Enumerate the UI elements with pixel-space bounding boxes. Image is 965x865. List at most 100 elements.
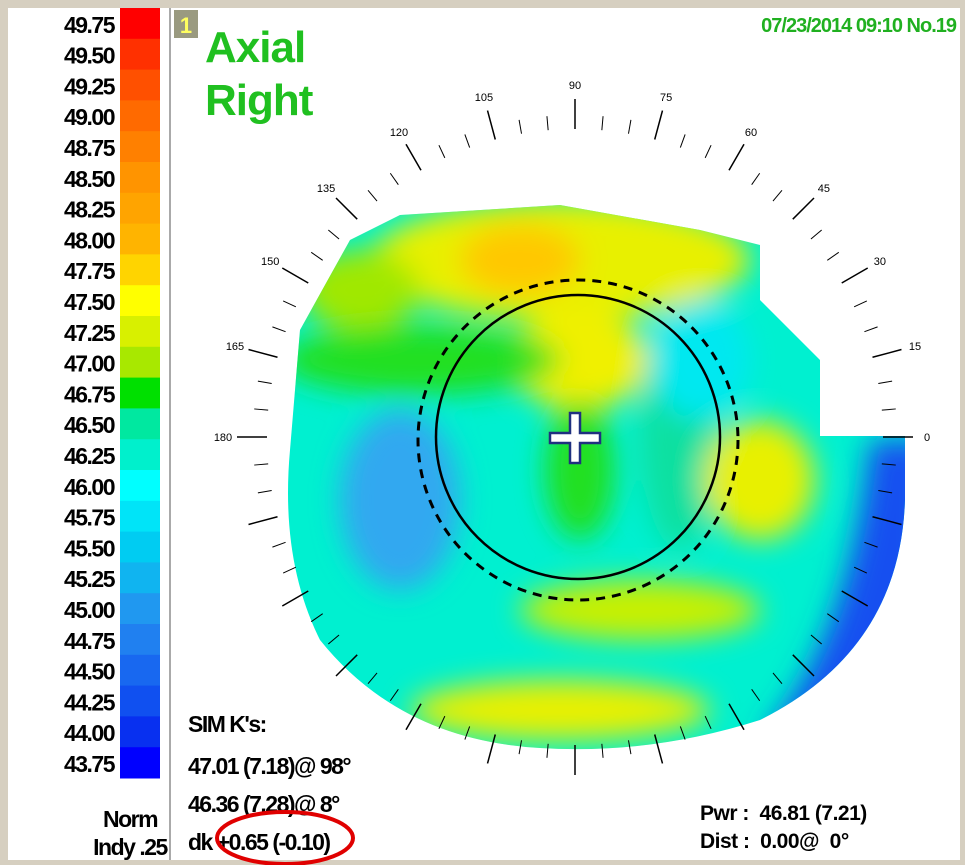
angle-tick — [653, 734, 664, 764]
angle-tick — [864, 326, 878, 333]
angle-tick — [254, 463, 269, 466]
angle-tick — [853, 300, 868, 308]
badge: 1 — [180, 13, 192, 38]
angle-label: 165 — [226, 341, 244, 353]
angle-tick — [772, 190, 783, 202]
scale-label: 44.25 — [64, 689, 116, 715]
scale-label: 46.00 — [64, 474, 115, 500]
scale-swatch — [120, 69, 160, 101]
power-readout: Pwr : 46.81 (7.21) — [700, 802, 867, 825]
scale-footer: Norm — [103, 806, 158, 832]
scale-label: 49.50 — [64, 43, 115, 69]
scale-swatch — [120, 439, 160, 471]
scale-label: 48.75 — [64, 135, 116, 161]
scale-swatch — [120, 654, 160, 687]
angle-tick — [518, 740, 523, 755]
angle-tick — [853, 566, 868, 574]
angle-label: 120 — [390, 127, 408, 139]
scale-label: 48.00 — [64, 227, 115, 253]
scale-label: 47.25 — [64, 320, 116, 346]
angle-tick — [881, 408, 896, 411]
angle-tick — [601, 743, 604, 758]
angle-label: 0 — [924, 432, 930, 444]
angle-tick — [328, 229, 340, 240]
scale-swatch — [120, 285, 160, 317]
angle-tick — [438, 715, 446, 730]
angle-tick — [486, 734, 497, 764]
angle-tick — [464, 726, 471, 740]
scale-label: 45.25 — [64, 566, 116, 592]
angle-tick — [389, 689, 399, 702]
angle-label: 150 — [261, 256, 279, 268]
angle-tick — [792, 197, 815, 220]
topography-map — [288, 205, 905, 750]
angle-tick — [881, 463, 896, 466]
scale-swatch — [120, 223, 160, 255]
scale-swatch — [120, 100, 160, 132]
angle-tick — [310, 613, 323, 623]
angle-tick — [335, 654, 358, 677]
scale-swatch — [120, 747, 160, 779]
scale-swatch — [120, 500, 160, 533]
angle-tick — [864, 541, 878, 548]
angle-tick — [601, 116, 604, 131]
scale-swatch — [120, 685, 160, 717]
distance-readout: Dist : 0.00@ 0° — [700, 830, 849, 853]
angle-tick — [653, 110, 664, 140]
scale-swatch — [120, 192, 160, 225]
angle-label: 105 — [475, 92, 493, 104]
angle-tick — [405, 143, 422, 171]
angle-tick — [389, 172, 399, 185]
scale-label: 44.00 — [64, 720, 115, 746]
angle-tick — [367, 672, 378, 684]
scale-swatch — [120, 346, 160, 379]
angle-tick — [810, 229, 822, 240]
scale-label: 47.00 — [64, 351, 115, 377]
angle-tick — [627, 740, 632, 755]
angle-tick — [878, 380, 893, 385]
angle-tick — [405, 703, 422, 731]
angle-tick — [464, 134, 471, 148]
scale-swatch — [120, 408, 160, 440]
angle-tick — [257, 380, 272, 385]
angle-tick — [281, 590, 309, 607]
scale-label: 49.25 — [64, 73, 116, 99]
angle-tick — [827, 613, 840, 623]
scale-label: 48.50 — [64, 166, 115, 192]
angle-tick — [751, 689, 761, 702]
center-cross — [548, 411, 602, 465]
angle-tick — [438, 144, 446, 159]
angle-tick — [827, 251, 840, 261]
angle-label: 15 — [909, 341, 921, 353]
simk-line: dk +0.65 (-0.10) — [188, 829, 330, 855]
angle-label: 180 — [214, 432, 232, 444]
angle-tick — [878, 489, 893, 494]
scale-swatch — [120, 8, 160, 40]
timestamp: 07/23/2014 09:10 No.19 — [761, 15, 957, 37]
angle-tick — [272, 541, 286, 548]
angle-tick — [728, 703, 745, 731]
scale-label: 45.75 — [64, 505, 116, 531]
title: Right — [205, 76, 314, 125]
angle-tick — [257, 489, 272, 494]
angle-tick — [518, 119, 523, 134]
scale-label: 46.50 — [64, 412, 115, 438]
angle-tick — [282, 566, 297, 574]
angle-tick — [792, 654, 815, 677]
scale-label: 45.50 — [64, 535, 115, 561]
angle-label: 135 — [317, 183, 335, 195]
angle-tick — [254, 408, 269, 411]
scale-swatch — [120, 254, 160, 286]
angle-tick — [872, 515, 902, 526]
angle-tick — [281, 267, 309, 284]
angle-tick — [810, 634, 822, 645]
angle-tick — [310, 251, 323, 261]
angle-tick — [486, 110, 497, 140]
angle-tick — [367, 190, 378, 202]
annotation-circle — [215, 810, 355, 865]
angle-label: 30 — [874, 256, 886, 268]
dashed-circle — [416, 278, 740, 602]
angle-tick — [679, 726, 686, 740]
